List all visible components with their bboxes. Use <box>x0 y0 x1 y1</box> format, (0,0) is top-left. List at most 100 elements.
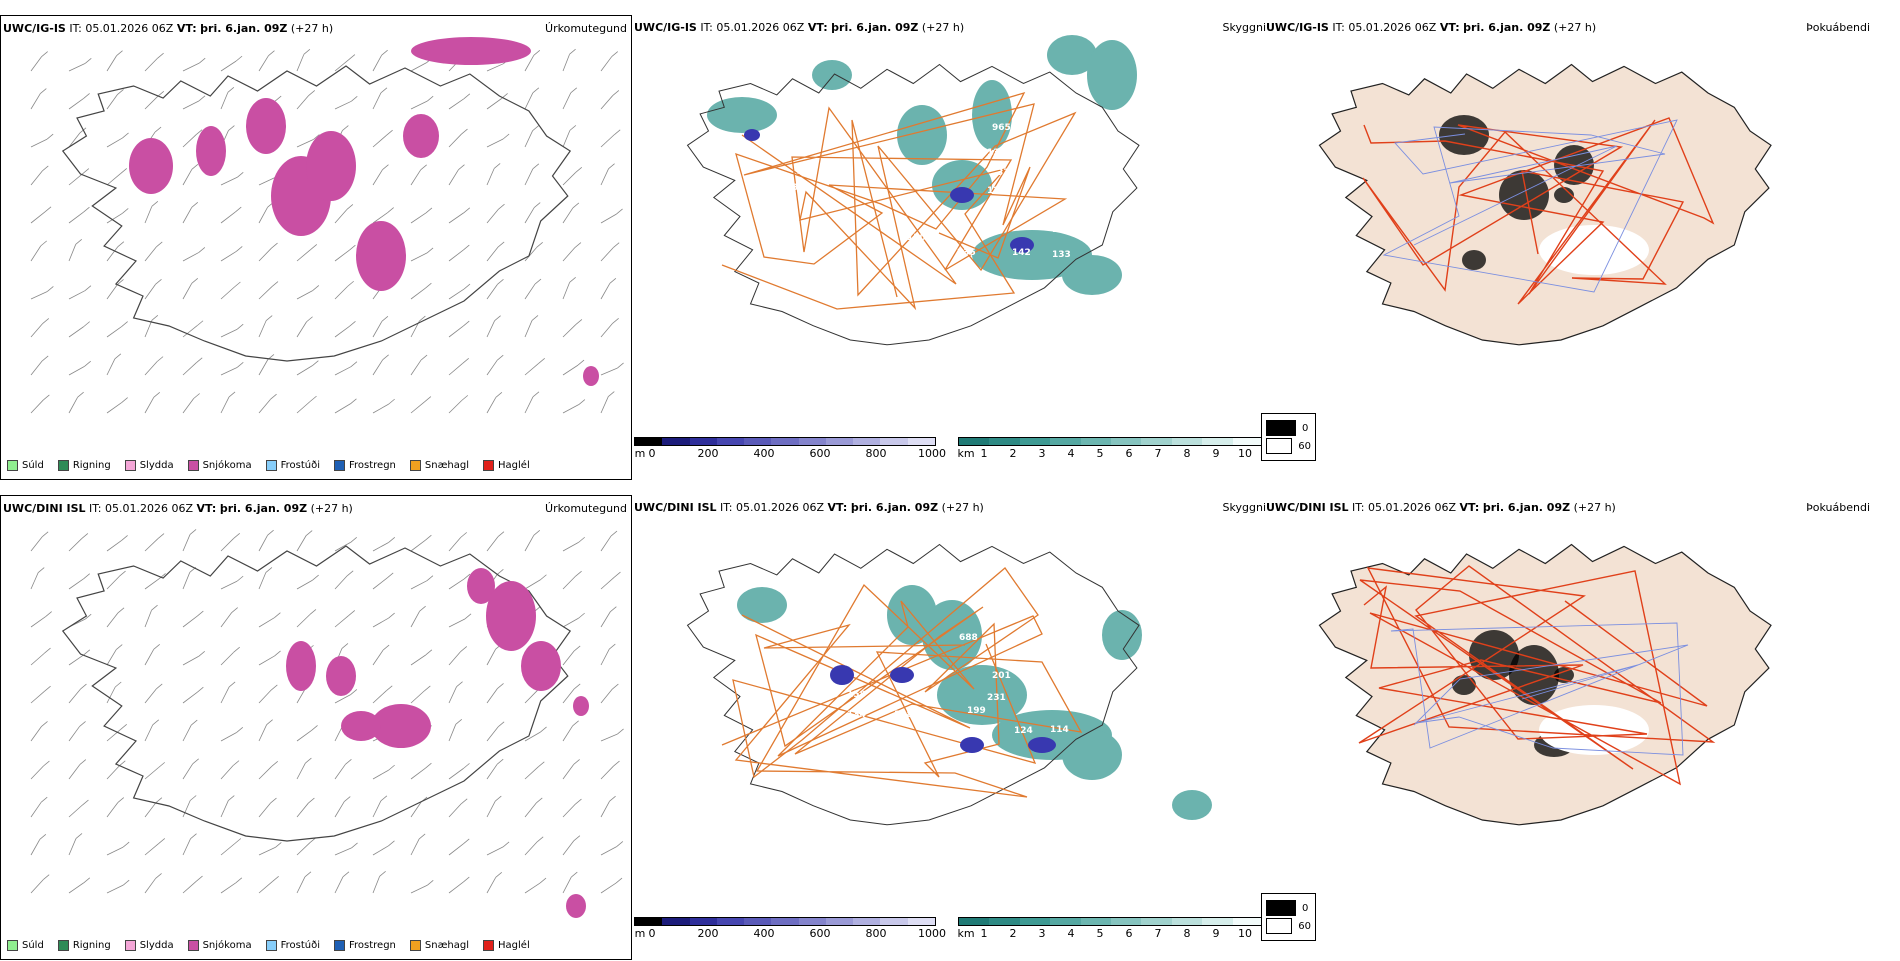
legend-swatch <box>265 940 277 951</box>
panel-title: Skyggni <box>1222 21 1266 34</box>
fog-indicator-panel-row1: UWC/IG-IS IT: 05.01.2026 06Z VT: þri. 6.… <box>1261 15 1896 480</box>
panel-title: Úrkomutegund <box>545 502 627 515</box>
legend-swatch <box>57 460 69 471</box>
ceiling-colorbar-ticks: m 0 200 400 600 800 1000 <box>634 446 946 460</box>
visibility-tick: 7 <box>1154 927 1162 940</box>
legend-swatch <box>7 460 18 471</box>
ceiling-tick: 800 <box>865 927 887 940</box>
visibility-tick: 3 <box>1038 927 1046 940</box>
cloud-base-label: 255 <box>932 101 951 111</box>
cloud-base-label: 142 <box>1012 248 1031 258</box>
panel-header: UWC/DINI ISL IT: 05.01.2026 06Z VT: þri.… <box>3 502 353 515</box>
legend-item: Snæhagl <box>409 460 469 471</box>
legend-label: Frostúði <box>280 460 320 471</box>
cloud-base-label: 313 <box>792 183 811 193</box>
visibility-tick: 2 <box>1009 447 1017 460</box>
cloud-base-label: 114 <box>1050 725 1069 735</box>
ceiling-colorbar: m 0 200 400 600 800 1000 <box>634 437 946 460</box>
legend-swatch <box>7 940 18 951</box>
legend-swatch <box>334 940 345 951</box>
visibility-map: 466 313 255 965 139 337 121 235 142 167 133 130 <box>686 35 1140 346</box>
visibility-colorbar: km 1 2 3 4 5 6 7 8 9 10 <box>957 917 1264 940</box>
ceiling-tick: 600 <box>809 447 831 460</box>
visibility-tick: 8 <box>1183 927 1191 940</box>
visibility-tick: 3 <box>1038 447 1046 460</box>
visibility-tick: 10 <box>1238 927 1252 940</box>
precip-legend: Súld Rigning Slydda Snjókoma Frostúði Frostre… <box>7 940 530 951</box>
cloud-base-label: 133 <box>1052 250 1071 260</box>
legend-label: Slydda <box>139 460 174 471</box>
cloud-base-label: 167 <box>1052 225 1071 235</box>
legend-swatch <box>483 940 495 951</box>
legend-item: Súld <box>7 940 44 951</box>
legend-label: Rigning <box>72 940 111 951</box>
legend-swatch <box>265 460 277 471</box>
cloud-base-label: 139 <box>987 148 1006 158</box>
visibility-tick: 6 <box>1125 447 1133 460</box>
cloud-base-label: 301 <box>1077 656 1096 666</box>
cloud-base-label: 688 <box>959 633 978 643</box>
visibility-tick: 4 <box>1067 447 1075 460</box>
panel-header: UWC/IG-IS IT: 05.01.2026 06Z VT: þri. 6.… <box>3 22 334 35</box>
cloud-base-label: 124 <box>1014 726 1033 736</box>
ceiling-visibility-panel-row2: UWC/DINI ISL IT: 05.01.2026 06Z VT: þri.… <box>632 495 1266 960</box>
visibility-colorbar: km 1 2 3 4 5 6 7 8 9 10 <box>957 437 1264 460</box>
precip-type-panel-row1: UWC/IG-IS IT: 05.01.2026 06Z VT: þri. 6.… <box>0 15 632 480</box>
cloud-base-label: 337 <box>997 168 1016 178</box>
fog-indicator-panel-row2: UWC/DINI ISL IT: 05.01.2026 06Z VT: þri.… <box>1261 495 1896 960</box>
panel-title: Úrkomutegund <box>545 22 627 35</box>
legend-item: Frostúði <box>265 940 320 951</box>
legend-label: Frostregn <box>349 940 396 951</box>
ceiling-tick: 1000 <box>918 927 946 940</box>
legend-item: Frostregn <box>334 940 396 951</box>
fog-map <box>1318 543 1772 826</box>
cloud-base-label: 201 <box>992 671 1011 681</box>
ceiling-colorbar: m 0 200 400 600 800 1000 <box>634 917 946 940</box>
cloud-base-label: 130 <box>907 233 926 243</box>
ceiling-tick: 0 <box>648 927 656 940</box>
legend-label: Súld <box>22 460 44 471</box>
legend-swatch <box>187 940 199 951</box>
visibility-tick: 1 <box>980 927 988 940</box>
legend-label: Frostúði <box>280 940 320 951</box>
panel-title: Þokuábendi <box>1806 501 1870 514</box>
visibility-tick: 8 <box>1183 447 1191 460</box>
cloud-base-label: 466 <box>797 168 816 178</box>
legend-label: Frostregn <box>349 460 396 471</box>
legend-swatch <box>334 460 345 471</box>
ceiling-unit: m <box>634 447 646 460</box>
legend-label: Súld <box>22 940 44 951</box>
fog-legend: 0 60 <box>1261 413 1316 461</box>
precip-legend: Súld Rigning Slydda Snjókoma Frostúði Frostre… <box>7 460 530 471</box>
ceiling-tick: 600 <box>809 927 831 940</box>
legend-item: Frostregn <box>334 460 396 471</box>
legend-label: Rigning <box>72 460 111 471</box>
precip-map <box>30 529 624 918</box>
visibility-tick: 5 <box>1096 927 1104 940</box>
fog-map <box>1318 63 1772 346</box>
visibility-tick: 6 <box>1125 927 1133 940</box>
panel-header: UWC/DINI ISL IT: 05.01.2026 06Z VT: þri.… <box>634 501 984 514</box>
cloud-base-label: 134 <box>847 710 866 720</box>
visibility-tick: 7 <box>1154 447 1162 460</box>
cloud-base-label: 64 <box>1068 620 1081 630</box>
ceiling-tick: 800 <box>865 447 887 460</box>
visibility-tick: 10 <box>1238 447 1252 460</box>
legend-item: Snæhagl <box>409 940 470 951</box>
visibility-colorbar-ticks: km 1 2 3 4 5 6 7 8 9 10 <box>957 926 1264 940</box>
legend-item: Haglél <box>483 940 530 951</box>
legend-item: Rigning <box>57 940 111 951</box>
ceiling-tick: 400 <box>753 927 775 940</box>
visibility-tick: 2 <box>1009 927 1017 940</box>
panel-header: UWC/IG-IS IT: 05.01.2026 06Z VT: þri. 6.… <box>634 21 965 34</box>
visibility-tick: 1 <box>980 447 988 460</box>
visibility-unit: km <box>957 927 975 940</box>
panel-title: Skyggni <box>1222 501 1266 514</box>
legend-label: Haglél <box>498 940 530 951</box>
legend-label: Snæhagl <box>424 940 470 951</box>
fog-legend: 0 60 <box>1261 893 1316 941</box>
legend-swatch <box>187 460 199 471</box>
precip-map <box>30 37 624 414</box>
legend-label: Haglél <box>498 460 530 471</box>
